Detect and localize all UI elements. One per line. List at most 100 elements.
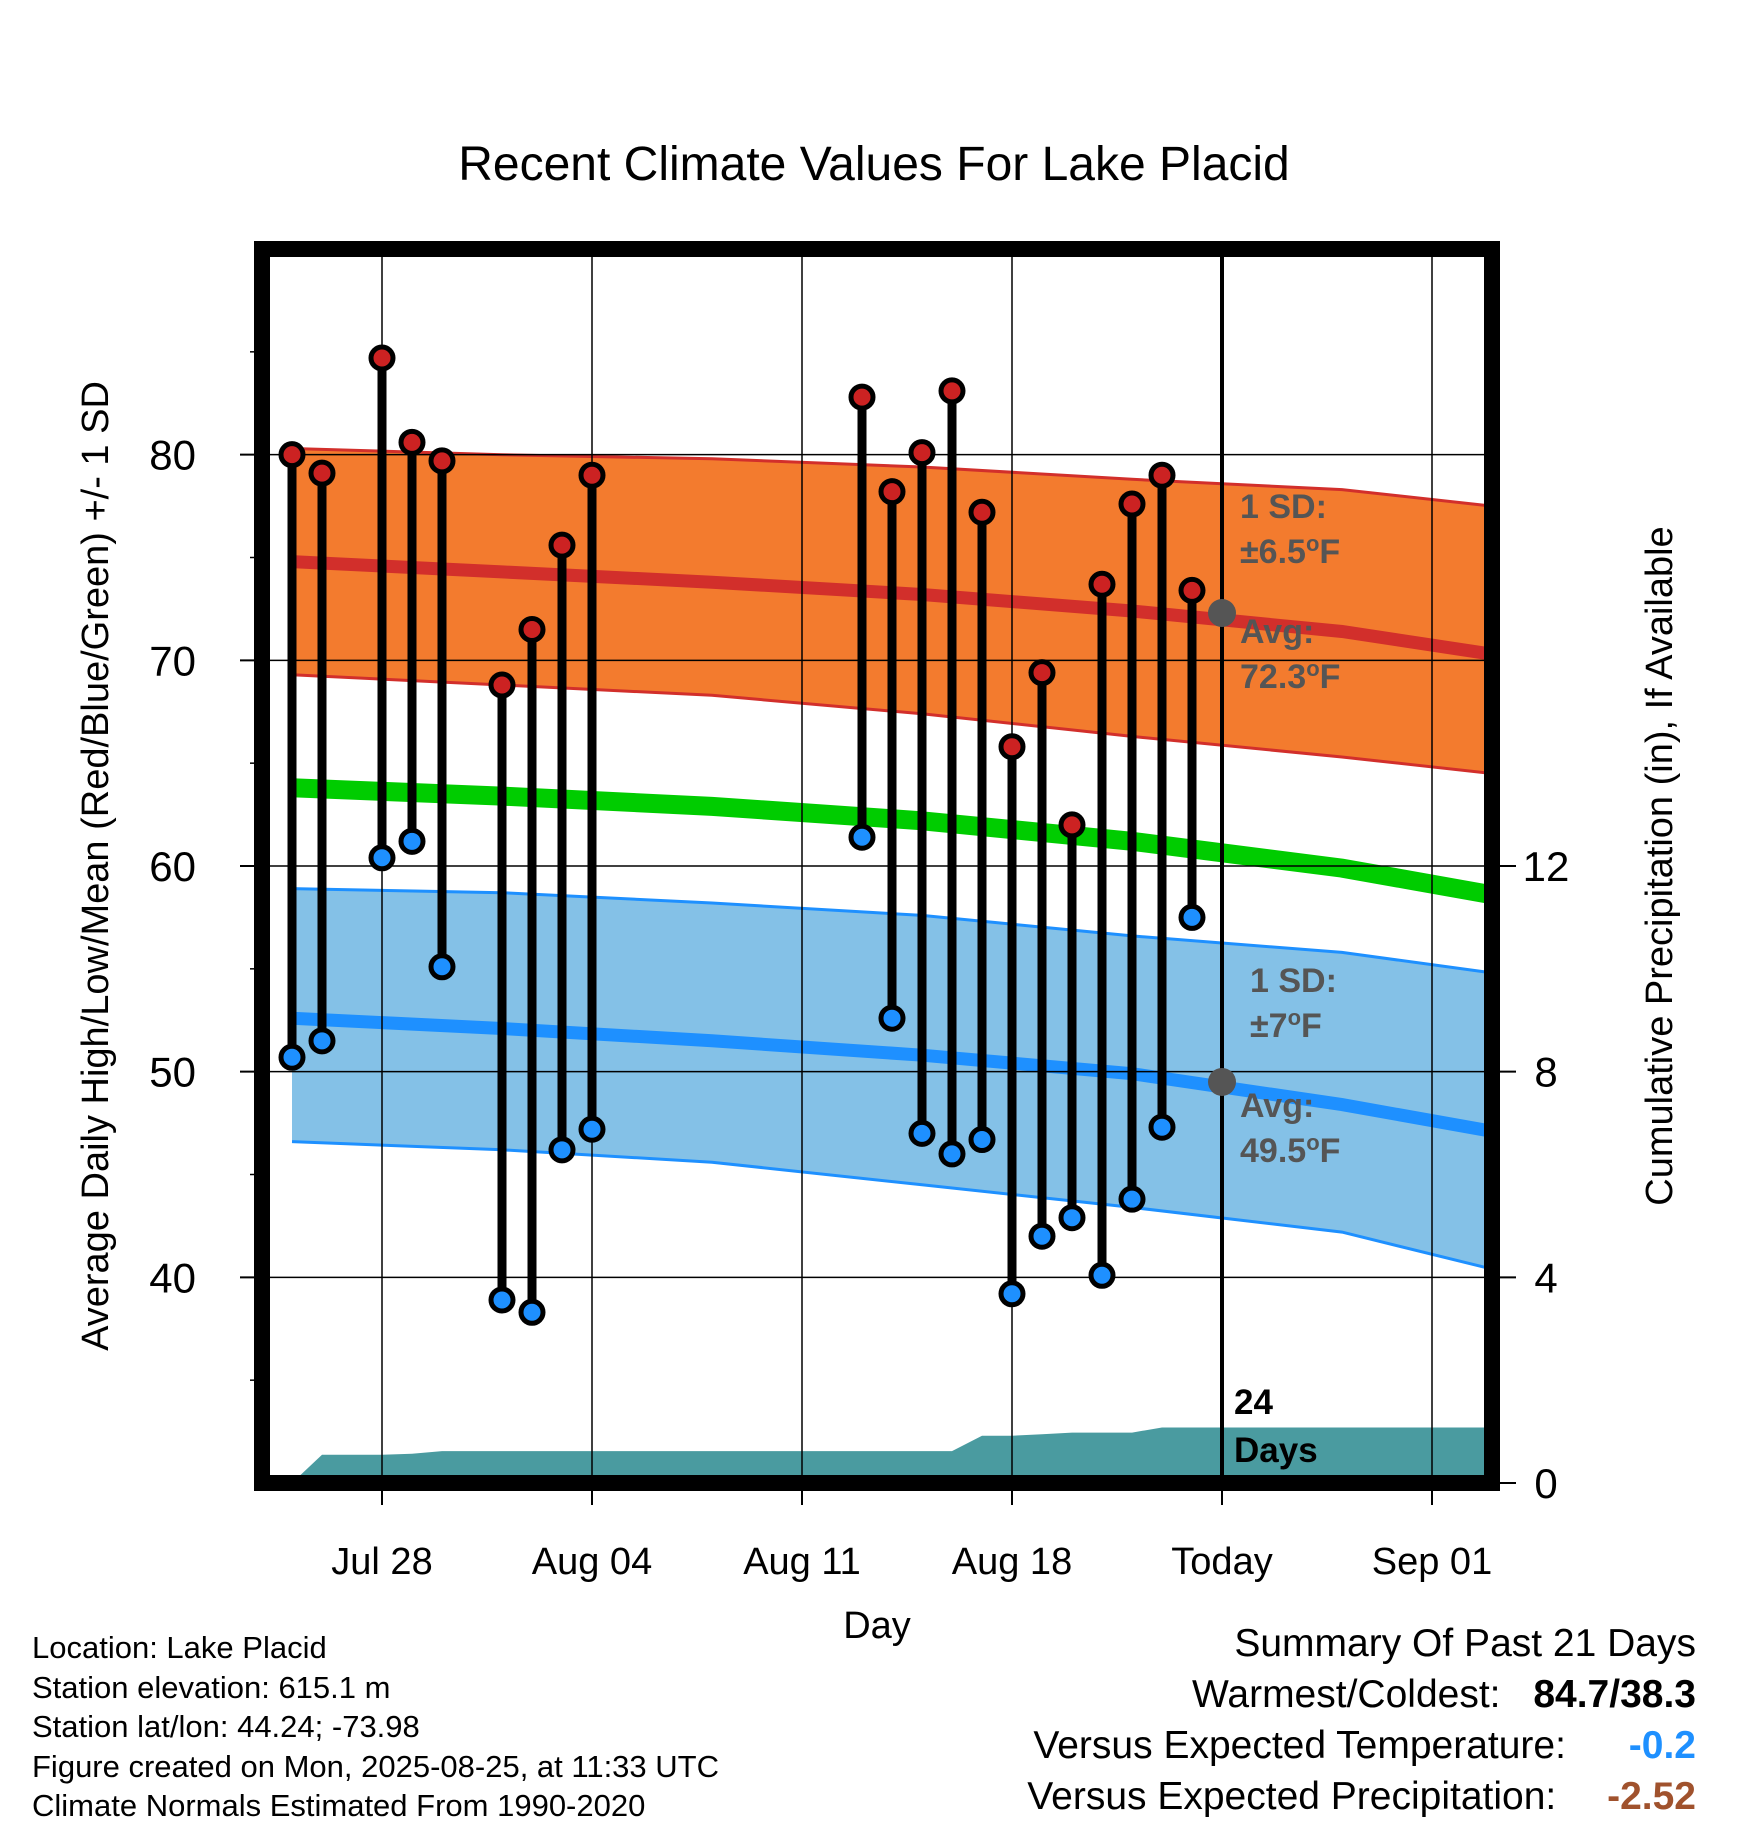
high-avg-text: 72.3oF (1240, 656, 1340, 697)
high-sd-label: 1 SD: (1240, 488, 1327, 526)
days-label: Days (1234, 1431, 1318, 1470)
daily-low-point (1148, 1113, 1176, 1141)
daily-low-point (1118, 1185, 1146, 1213)
daily-high-point (548, 531, 576, 559)
daily-high-point (428, 447, 456, 475)
y2-tick-label: 8 (1534, 1049, 1557, 1096)
daily-low-point (488, 1286, 516, 1314)
y2-tick-label: 12 (1523, 843, 1570, 890)
elevation-text: Station elevation: 615.1 m (32, 1669, 391, 1705)
daily-high-point (308, 459, 336, 487)
temp-unit: F (1319, 533, 1340, 571)
daily-range-bars (278, 344, 1206, 1326)
low-sd-value: ±7 (1250, 1007, 1288, 1045)
daily-high-point (1118, 490, 1146, 518)
low-sd-heading: 1 SD: (1250, 962, 1337, 1000)
high-sd-heading: 1 SD: (1240, 488, 1327, 526)
y2-tick-label: 0 (1534, 1460, 1557, 1507)
axes: 40 50 60 70 80 0 4 8 12 Jul 28 Aug 04 Aug 11 Aug 18 T… (149, 351, 1570, 1583)
daily-high-point (518, 615, 546, 643)
warmest-coldest-row: Warmest/Coldest: 84.7/38.3 (1027, 1669, 1696, 1720)
summary-heading: Summary Of Past 21 Days (1234, 1622, 1696, 1665)
daily-low-point (998, 1280, 1026, 1308)
x-tick-label: Aug 04 (532, 1541, 652, 1583)
daily-low-point (848, 823, 876, 851)
daily-low-point (908, 1119, 936, 1147)
chart-title: Recent Climate Values For Lake Placid (458, 138, 1290, 191)
y-tick-label: 50 (149, 1049, 196, 1096)
daily-high-point (938, 377, 966, 405)
low-avg-value: 49.5 (1240, 1132, 1306, 1170)
x-tick-label: Sep 01 (1372, 1541, 1492, 1583)
y2-axis-label: Cumulative Precipitation (in), If Availa… (1639, 526, 1681, 1205)
degree-sign: o (1288, 1005, 1301, 1030)
low-avg-text: 49.5oF (1240, 1130, 1340, 1171)
y-tick-label: 40 (149, 1254, 196, 1301)
daily-low-point (548, 1136, 576, 1164)
y-tick-label: 80 (149, 432, 196, 479)
today-low-normal-dot (1208, 1067, 1236, 1096)
low-sd-text: ±7oF (1250, 1005, 1322, 1046)
x-axis-label: Day (843, 1605, 911, 1647)
daily-low-point (1178, 903, 1206, 931)
daily-high-point (998, 733, 1026, 761)
temp-departure-value: -0.2 (1628, 1724, 1696, 1767)
daily-high-point (488, 671, 516, 699)
normals-text: Climate Normals Estimated From 1990-2020 (32, 1788, 646, 1823)
precip-departure-value: -2.52 (1607, 1775, 1696, 1818)
daily-high-point (908, 439, 936, 467)
y2-tick-label: 4 (1534, 1254, 1557, 1301)
y-tick-label: 70 (149, 637, 196, 684)
precip-departure-row: Versus Expected Precipitation: -2.52 (1027, 1771, 1696, 1822)
high-sd-text: ±6.5oF (1240, 531, 1340, 572)
temp-unit: F (1301, 1007, 1322, 1045)
high-sd-value: ±6.5 (1240, 533, 1306, 571)
x-tick-label: Jul 28 (331, 1541, 432, 1583)
station-info: Location: Lake Placid Station elevation:… (32, 1628, 719, 1826)
location-text: Location: Lake Placid (32, 1630, 327, 1665)
daily-high-point (1058, 811, 1086, 839)
days-count: 24 (1234, 1383, 1273, 1422)
temp-unit: F (1320, 658, 1341, 696)
today-high-normal-dot (1208, 599, 1236, 628)
daily-low-point (278, 1043, 306, 1071)
warmest-coldest-value: 84.7/38.3 (1533, 1673, 1696, 1716)
daily-high-point (968, 498, 996, 526)
daily-high-point (1088, 570, 1116, 598)
daily-low-point (878, 1004, 906, 1032)
warmest-coldest-label: Warmest/Coldest: (1192, 1673, 1501, 1716)
high-avg-value: 72.3 (1240, 658, 1306, 696)
daily-high-point (278, 441, 306, 469)
summary-panel: Summary Of Past 21 Days Warmest/Coldest:… (1027, 1618, 1696, 1822)
daily-high-point (1178, 576, 1206, 604)
created-text: Figure created on Mon, 2025-08-25, at 11… (32, 1748, 719, 1784)
daily-low-point (398, 827, 426, 855)
daily-low-point (1088, 1261, 1116, 1289)
daily-low-point (308, 1027, 336, 1055)
low-avg-heading: Avg: (1240, 1087, 1314, 1125)
daily-low-point (938, 1140, 966, 1168)
daily-low-point (428, 953, 456, 981)
daily-low-point (1028, 1222, 1056, 1250)
x-tick-label: Aug 11 (743, 1541, 861, 1583)
daily-high-point (848, 383, 876, 411)
daily-high-point (578, 461, 606, 489)
daily-low-point (1058, 1204, 1086, 1232)
daily-high-point (1148, 461, 1176, 489)
high-avg-label: Avg: (1240, 613, 1314, 651)
latlon-text: Station lat/lon: 44.24; -73.98 (32, 1709, 420, 1744)
degree-sign: o (1306, 656, 1319, 681)
precip-departure-label: Versus Expected Precipitation: (1027, 1775, 1557, 1818)
x-tick-label: Aug 18 (952, 1541, 1072, 1583)
y-axis-label: Average Daily High/Low/Mean (Red/Blue/Gr… (75, 381, 117, 1351)
low-sd-label: 1 SD: (1250, 962, 1337, 1000)
degree-sign: o (1306, 531, 1319, 556)
daily-low-point (968, 1126, 996, 1154)
daily-high-point (878, 478, 906, 506)
daily-low-point (368, 844, 396, 872)
y-tick-label: 60 (149, 843, 196, 890)
x-tick-label: Today (1171, 1541, 1272, 1583)
high-avg-heading: Avg: (1240, 613, 1314, 651)
